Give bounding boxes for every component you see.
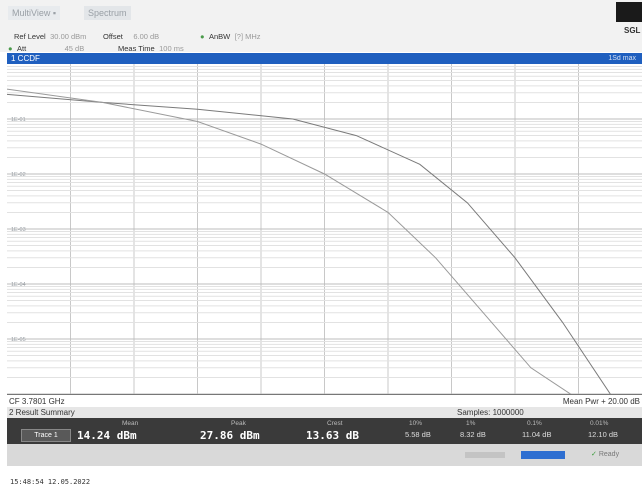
pct01-value: 11.04 dB [522,430,551,439]
ccdf-plot: 1E-01 1E-02 1E-03 1E-04 1E-05 [7,64,642,394]
pct1-value: 8.32 dB [460,430,486,439]
crest-value: 13.63 dB [306,429,359,442]
brand-logo [616,2,642,22]
y-tick-label: 1E-02 [11,172,26,178]
tab-spectrum-label: Spectrum [88,8,127,18]
result-summary-header[interactable]: 2 Result Summary Samples: 1000000 [7,407,642,418]
pct1-header: 1% [466,420,475,427]
ready-check-icon: ✓ [591,451,597,458]
y-tick-label: 1E-04 [11,282,26,288]
meas-time-value: 100 ms [159,44,184,53]
center-frequency: CF 3.7801 GHz [9,397,65,406]
cf-row: CF 3.7801 GHz Mean Pwr + 20.00 dB [7,394,642,408]
att-bullet-icon: ● [8,44,13,53]
window-title-bar[interactable]: 1 CCDF 1Sd max [7,53,642,64]
status-ready: ✓ Ready [591,450,619,458]
window-title: 1 CCDF [11,54,40,63]
tab-multiview[interactable]: MultiView ▪ [8,6,60,20]
anbw-value: [?] MHz [235,32,261,41]
y-tick-label: 1E-01 [11,117,26,123]
pct10-value: 5.58 dB [405,430,431,439]
pct01-header: 0.1% [527,420,542,427]
meas-time-label: Meas Time [118,44,155,53]
y-tick-label: 1E-05 [11,337,26,343]
peak-header: Peak [231,420,246,427]
pct001-header: 0.01% [590,420,608,427]
tab-spectrum[interactable]: Spectrum [84,6,131,20]
peak-value: 27.86 dBm [200,429,260,442]
mean-header: Mean [122,420,138,427]
status-segment-1 [465,452,505,458]
att-label: Att [17,44,26,53]
crest-header: Crest [327,420,343,427]
status-bar: ✓ Ready [7,444,642,466]
trace-1-button[interactable]: Trace 1 [21,429,71,442]
anbw-label: AnBW [209,32,230,41]
y-tick-label: 1E-03 [11,227,26,233]
anbw-param: ● AnBW [?] MHz [200,26,261,44]
result-summary-table: Trace 1 Mean 14.24 dBm Peak 27.86 dBm Cr… [7,418,642,444]
mean-value: 14.24 dBm [77,429,137,442]
tab-multiview-mark: ▪ [53,8,56,18]
result-summary-title: 2 Result Summary [9,408,75,417]
status-ready-label: Ready [599,451,619,458]
att-value: 45 dB [65,44,85,53]
pct10-header: 10% [409,420,422,427]
window-badge: 1Sd max [608,53,636,64]
tab-multiview-label: MultiView [12,8,50,18]
anbw-bullet-icon: ● [200,32,205,41]
status-progress-indicator [521,451,565,459]
timestamp: 15:48:54 12.05.2022 [10,478,90,486]
sgl-indicator: SGL [624,26,640,35]
header-bar: MultiView ▪ Spectrum SGL Ref Level 30.00… [0,0,642,52]
samples-count: Samples: 1000000 [457,407,524,418]
pct001-value: 12.10 dB [588,430,618,439]
